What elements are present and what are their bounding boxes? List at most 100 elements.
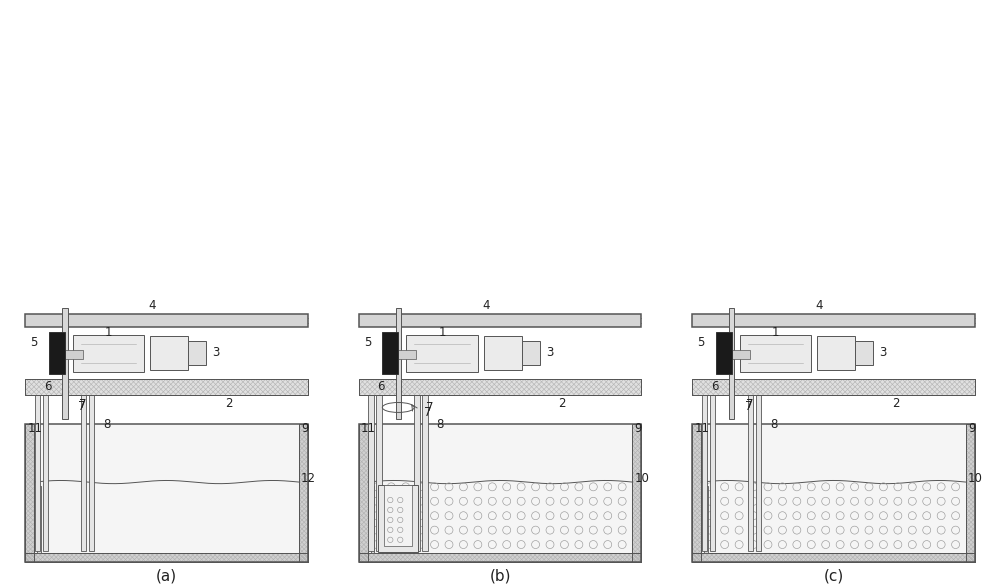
Text: 7: 7 (426, 401, 434, 414)
Text: 7: 7 (424, 406, 432, 419)
Bar (692, 424, 701, 562)
Bar (710, 394, 715, 551)
Bar (632, 424, 641, 562)
Bar (359, 553, 641, 562)
Text: 4: 4 (816, 299, 823, 312)
Text: 4: 4 (482, 299, 490, 312)
Text: 9: 9 (634, 422, 642, 435)
Text: 10: 10 (968, 471, 983, 485)
Bar (359, 424, 368, 562)
Bar (692, 553, 975, 562)
Bar (299, 424, 308, 562)
Text: 10: 10 (634, 471, 649, 485)
Bar (35, 394, 40, 551)
Bar (966, 424, 975, 562)
Bar (73, 335, 144, 372)
Bar (65, 350, 83, 359)
Bar (817, 336, 855, 370)
Bar (359, 424, 368, 562)
Bar (376, 394, 382, 551)
Bar (384, 485, 412, 546)
Bar (692, 424, 701, 562)
Bar (729, 308, 734, 419)
Bar (966, 424, 975, 562)
Bar (692, 553, 975, 562)
Text: 2: 2 (892, 397, 899, 410)
Bar (396, 308, 401, 419)
Text: 9: 9 (301, 422, 308, 435)
Text: 5: 5 (30, 336, 38, 349)
Bar (414, 394, 420, 551)
Text: 8: 8 (436, 418, 444, 431)
Bar (359, 379, 641, 394)
Text: 11: 11 (361, 422, 376, 435)
Bar (25, 553, 308, 562)
Bar (756, 394, 761, 551)
Bar (966, 424, 975, 562)
Bar (398, 350, 416, 359)
Bar (25, 424, 308, 562)
Bar (522, 341, 540, 365)
Text: 3: 3 (879, 346, 887, 359)
Text: 1: 1 (438, 326, 446, 339)
Bar (81, 394, 86, 551)
Bar (34, 424, 299, 553)
Bar (692, 315, 975, 328)
Bar (422, 394, 428, 551)
Bar (25, 424, 34, 562)
Text: 7: 7 (78, 400, 85, 413)
Bar (25, 424, 34, 562)
Bar (25, 379, 308, 394)
Text: 12: 12 (301, 471, 316, 485)
Text: 8: 8 (770, 418, 777, 431)
Bar (37, 486, 41, 553)
Text: 11: 11 (695, 422, 710, 435)
Bar (25, 424, 34, 562)
Bar (632, 424, 641, 562)
Bar (368, 424, 632, 553)
Bar (701, 424, 966, 553)
Bar (740, 335, 811, 372)
Text: 2: 2 (558, 397, 566, 410)
Text: 7: 7 (745, 400, 752, 413)
Bar (359, 315, 641, 328)
Bar (716, 332, 732, 375)
Text: 7: 7 (79, 398, 86, 411)
Bar (371, 486, 374, 553)
Text: 7: 7 (746, 398, 753, 411)
Bar (62, 308, 68, 419)
Bar (25, 553, 308, 562)
Text: 11: 11 (28, 422, 43, 435)
Bar (692, 379, 975, 394)
Bar (855, 341, 873, 365)
Bar (704, 486, 708, 553)
Text: 8: 8 (103, 418, 110, 431)
Bar (359, 424, 368, 562)
Bar (732, 350, 750, 359)
Bar (43, 394, 48, 551)
Bar (382, 332, 398, 375)
Bar (359, 379, 641, 394)
Bar (49, 332, 65, 375)
Text: 6: 6 (44, 380, 52, 393)
Bar (359, 553, 641, 562)
Bar (692, 379, 975, 394)
Text: (c): (c) (823, 568, 844, 583)
Bar (299, 424, 308, 562)
Text: 4: 4 (149, 299, 156, 312)
Bar (632, 424, 641, 562)
Bar (25, 553, 308, 562)
Bar (368, 394, 374, 551)
Text: 1: 1 (772, 326, 779, 339)
Bar (692, 553, 975, 562)
Bar (188, 341, 206, 365)
Bar (150, 336, 188, 370)
Text: 5: 5 (364, 336, 371, 349)
Text: (a): (a) (156, 568, 177, 583)
Bar (484, 336, 522, 370)
Bar (748, 394, 753, 551)
Bar (692, 424, 975, 562)
Text: 3: 3 (212, 346, 220, 359)
Text: 5: 5 (697, 336, 704, 349)
Text: 1: 1 (105, 326, 112, 339)
